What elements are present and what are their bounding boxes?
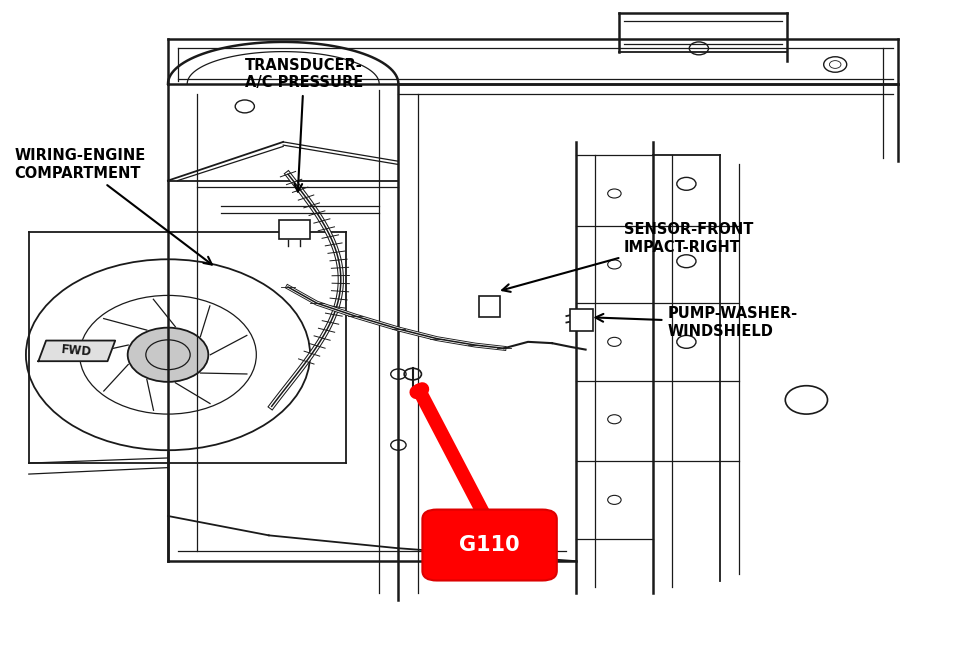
Text: PUMP-WASHER-
WINDSHIELD: PUMP-WASHER- WINDSHIELD	[595, 306, 798, 339]
Text: G110: G110	[459, 535, 520, 555]
Text: FWD: FWD	[60, 343, 93, 359]
Text: TRANSDUCER-
A/C PRESSURE: TRANSDUCER- A/C PRESSURE	[245, 58, 363, 192]
FancyBboxPatch shape	[479, 296, 500, 317]
Text: WIRING-ENGINE
COMPARTMENT: WIRING-ENGINE COMPARTMENT	[14, 148, 212, 264]
FancyBboxPatch shape	[570, 309, 593, 331]
FancyBboxPatch shape	[422, 510, 557, 580]
Circle shape	[128, 328, 208, 382]
FancyBboxPatch shape	[279, 220, 310, 239]
Text: SENSOR-FRONT
IMPACT-RIGHT: SENSOR-FRONT IMPACT-RIGHT	[502, 223, 754, 292]
Polygon shape	[38, 341, 115, 361]
